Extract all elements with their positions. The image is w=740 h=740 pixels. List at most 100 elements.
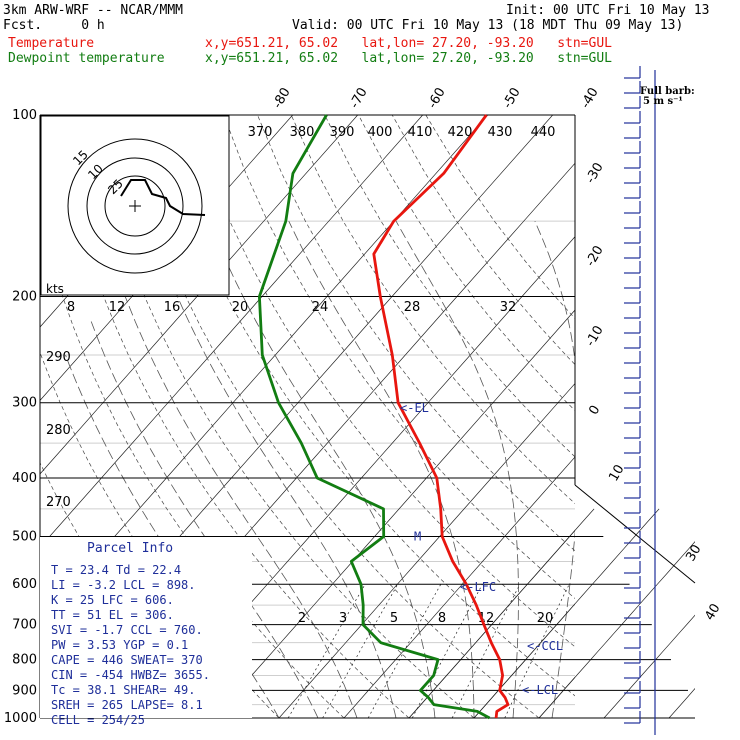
level-marker: M: [414, 529, 421, 543]
dry-adiabat: [122, 115, 540, 718]
hodograph-axis-label: 8: [67, 300, 75, 315]
isotherm-label: -30: [583, 160, 607, 186]
dry-adiabat-label: 270: [46, 495, 71, 510]
pressure-label: 700: [12, 618, 37, 633]
isotherm: [343, 456, 575, 718]
parcel-info-box: [40, 537, 252, 718]
pressure-label: 1000: [4, 711, 37, 726]
isotherm-extension: [734, 509, 740, 718]
dry-adiabat: [223, 115, 575, 599]
parcel-info-row: T = 23.4 Td = 22.4: [51, 563, 181, 577]
theta-e-label: 440: [531, 125, 556, 140]
isotherm-extension: [668, 688, 695, 718]
pressure-label: 800: [12, 653, 37, 668]
parcel-info-row: SVI = -1.7 CCL = 760.: [51, 623, 203, 637]
isotherm-label: 0: [586, 403, 603, 418]
dry-adiabat: [189, 115, 575, 648]
mixing-ratio-label: 20: [537, 611, 554, 626]
theta-e-label: 400: [368, 125, 393, 140]
forecast-hour: Fcst. 0 h: [3, 18, 105, 33]
isotherm-label: -80: [270, 85, 294, 111]
theta-e-label: 390: [330, 125, 355, 140]
moist-adiabat: [534, 221, 575, 718]
isotherm-label: 10: [606, 462, 627, 484]
theta-e-label: 380: [290, 125, 315, 140]
moist-adiabat: [90, 321, 319, 718]
parcel-info-row: PW = 3.53 YGP = 0.1: [51, 638, 188, 652]
hodograph-axis-label: 32: [500, 300, 517, 315]
mixing-ratio-label: 8: [438, 611, 446, 626]
theta-e-label: 410: [408, 125, 433, 140]
theta-e-label: 430: [488, 125, 513, 140]
pressure-label: 600: [12, 577, 37, 592]
full-barb-label: Full barb:: [640, 86, 695, 97]
isotherm: [40, 115, 358, 475]
full-barb-value: 5 m s⁻¹: [643, 96, 683, 107]
isotherm: [604, 115, 740, 718]
hodograph-ring: [86, 157, 184, 255]
level-marker: <-CCL: [527, 639, 563, 653]
isotherm-label: -40: [578, 85, 602, 111]
temperature-profile: [372, 114, 510, 719]
pressure-label: 400: [12, 471, 37, 486]
hodograph-axis-label: 16: [164, 300, 181, 315]
dry-adiabat: [391, 115, 575, 365]
dry-adiabat: [358, 115, 575, 412]
parcel-info-title: Parcel Info: [87, 541, 173, 556]
isotherm-label: -50: [500, 85, 524, 111]
hodograph-ring: [67, 138, 203, 274]
dewpoint-location: x,y=651.21, 65.02 lat,lon= 27.20, -93.20…: [205, 51, 612, 66]
dry-adiabat: [324, 115, 575, 458]
isotherm: [213, 309, 575, 718]
isotherm-label: 30: [683, 542, 704, 564]
isotherm: [40, 115, 293, 401]
isotherm: [473, 603, 575, 718]
right-skew-edge: [574, 484, 696, 584]
model-title: 3km ARW-WRF -- NCAR/MMM: [3, 3, 184, 18]
theta-e-label: 420: [448, 125, 473, 140]
dewpoint-legend: Dewpoint temperature: [8, 51, 165, 66]
isotherm: [40, 115, 423, 548]
moist-adiabat: [208, 221, 436, 718]
pressure-label: 300: [12, 396, 37, 411]
parcel-info-row: SREH = 265 LAPSE= 8.1: [51, 698, 203, 712]
moist-adiabat: [395, 221, 519, 718]
mixing-ratio-line: [411, 584, 483, 718]
mixing-ratio-label: 5: [390, 611, 398, 626]
level-marker: <-EL: [400, 401, 429, 415]
mixing-ratio-label: 3: [339, 611, 347, 626]
theta-e-label: 370: [248, 125, 273, 140]
pressure-label: 500: [12, 529, 37, 544]
parcel-info-row: CELL = 254/25: [51, 713, 145, 727]
parcel-info-row: CIN = -454 HWBZ= 3655.: [51, 668, 210, 682]
hodograph-axis-label: 20: [232, 300, 249, 315]
pressure-label: 900: [12, 683, 37, 698]
level-marker: <-LFC: [460, 580, 496, 594]
isotherm-label: 40: [702, 601, 723, 623]
dry-adiabat-label: 280: [46, 423, 71, 438]
dewpoint-profile: [257, 114, 491, 720]
mixing-ratio-label: 2: [298, 611, 306, 626]
temperature-legend: Temperature: [8, 36, 95, 51]
dry-adiabat: [290, 115, 575, 505]
pressure-label: 200: [12, 290, 37, 305]
level-marker: <-LCL: [522, 683, 558, 697]
parcel-info-row: K = 25 LFC = 606.: [51, 593, 174, 607]
parcel-info-row: CAPE = 446 SWEAT= 370: [51, 653, 203, 667]
parcel-info-row: TT = 51 EL = 306.: [51, 608, 174, 622]
isotherm-label: -10: [583, 323, 607, 349]
mixing-ratio-line: [287, 584, 366, 718]
dry-adiabat-label: 290: [46, 350, 71, 365]
valid-time: Valid: 00 UTC Fri 10 May 13 (18 MDT Thu …: [292, 18, 684, 33]
isotherm-label: -60: [425, 85, 449, 111]
parcel-info-row: Tc = 38.1 SHEAR= 49.: [51, 683, 196, 697]
temperature-location: x,y=651.21, 65.02 lat,lon= 27.20, -93.20…: [205, 36, 612, 51]
hodo-units: kts: [46, 282, 64, 296]
isotherm-extension: [538, 541, 695, 718]
isotherm: [278, 383, 575, 718]
hodograph-axis-label: 12: [109, 300, 126, 315]
dry-adiabat: [156, 115, 575, 697]
dry-adiabat: [55, 115, 410, 718]
hodograph-axis-label: 28: [404, 300, 421, 315]
